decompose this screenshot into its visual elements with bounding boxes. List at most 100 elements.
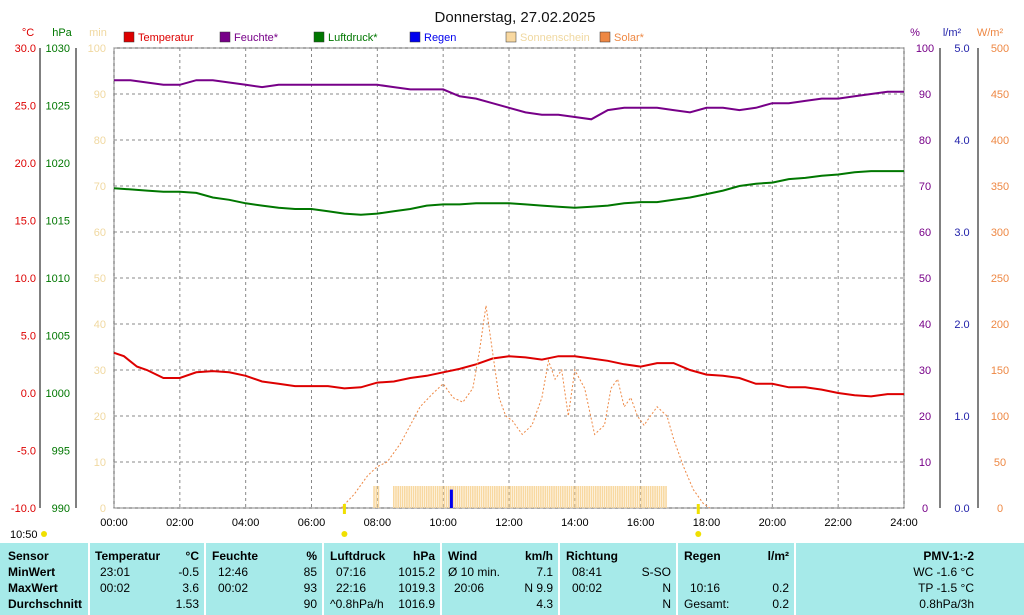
temperature-header: Temperatur [95, 549, 161, 563]
legend-swatch [409, 31, 421, 43]
direction-value-2: N [662, 581, 671, 595]
row-label-max: MaxWert [8, 581, 58, 595]
rain-bar [449, 489, 453, 508]
legend-label: Solar* [614, 32, 645, 44]
pmv-pressure-trend: 0.8hPa/3h [919, 597, 974, 611]
direction-time-2: 00:02 [572, 581, 603, 595]
temperature-unit: °C [22, 27, 34, 39]
x-tick-label: 12:00 [495, 517, 523, 529]
sunshine-tick-label: 10 [94, 457, 106, 469]
humidity-header: Feuchte [212, 549, 259, 563]
pressure-tick-label: 1020 [46, 158, 70, 170]
series-line-temperatur [113, 351, 904, 398]
sunset-dot [695, 531, 702, 537]
sunshine-duration-dot [41, 531, 47, 537]
pressure-header: Luftdruck [330, 549, 386, 563]
temperature-max-time: 00:02 [100, 581, 131, 595]
pressure-trend: ^0.8hPa/h [330, 597, 384, 611]
pressure-avg: 1016.9 [398, 597, 435, 611]
rain-tick-label: 1.0 [954, 411, 969, 423]
pressure-unit: hPa [52, 27, 72, 39]
pressure-tick-label: 1010 [46, 273, 70, 285]
rain-unit: l/m² [767, 549, 789, 563]
wind-avg10-label: Ø 10 min. [448, 565, 501, 579]
legend-label: Feuchte* [234, 32, 279, 44]
x-tick-label: 10:00 [429, 517, 457, 529]
humidity-tick-label: 20 [919, 411, 931, 423]
chart-title: Donnerstag, 27.02.2025 [435, 9, 596, 26]
direction-value-1: S-SO [641, 565, 671, 579]
humidity-tick-label: 60 [919, 227, 931, 239]
stats-wind: Wind km/h Ø 10 min. 7.1 20:06 N 9.9 4.3 [442, 543, 558, 615]
rain-tick-label: 5.0 [954, 43, 969, 55]
x-axis: 00:00 02:00 04:00 06:00 08:00 10:00 12:00 14:00… [100, 517, 918, 529]
x-tick-label: 22:00 [824, 517, 852, 529]
rain-bars [449, 489, 453, 508]
pressure-tick-label: 995 [52, 446, 70, 458]
pressure-tick-label: 1015 [46, 216, 70, 228]
solar-unit: W/m² [977, 27, 1004, 39]
series-line-luftdruck [113, 170, 904, 216]
solar-tick-label: 0 [997, 503, 1003, 515]
rain-header: Regen [684, 549, 721, 563]
sunshine-tick-label: 30 [94, 365, 106, 377]
sunshine-tick-label: 20 [94, 411, 106, 423]
solar-tick-label: 150 [991, 365, 1009, 377]
temperature-tick-label: 5.0 [21, 331, 36, 343]
humidity-avg: 90 [303, 597, 317, 611]
direction-time-1: 08:41 [572, 565, 603, 579]
temperature-tick-label: 20.0 [15, 158, 36, 170]
rain-tick-label: 0.0 [954, 503, 969, 515]
series-lines [113, 79, 904, 509]
humidity-max-time: 00:02 [218, 581, 249, 595]
humidity-tick-label: 70 [919, 181, 931, 193]
sunrise-dot [341, 531, 348, 537]
legend-label: Sonnenschein [520, 32, 590, 44]
temperature-min-time: 23:01 [100, 565, 131, 579]
pmv-header: PMV-1:-2 [923, 549, 974, 563]
x-tick-label: 00:00 [100, 517, 128, 529]
x-tick-label: 04:00 [232, 517, 260, 529]
humidity-tick-label: 100 [916, 43, 934, 55]
temperature-tick-label: 30.0 [15, 43, 36, 55]
temperature-min-value: -0.5 [178, 565, 199, 579]
legend-swatch [123, 31, 135, 43]
series-line-feuchte [114, 79, 904, 121]
solar-tick-label: 200 [991, 319, 1009, 331]
solar-tick-label: 400 [991, 135, 1009, 147]
sunshine-tick-label: 50 [94, 273, 106, 285]
humidity-min-time: 12:46 [218, 565, 249, 579]
temperature-tick-label: 15.0 [15, 216, 36, 228]
sunshine-duration: 10:50 [10, 529, 38, 541]
temperature-tick-label: 25.0 [15, 101, 36, 113]
x-tick-label: 18:00 [693, 517, 721, 529]
humidity-tick-label: 90 [919, 89, 931, 101]
wind-unit: km/h [524, 549, 553, 563]
rain-total-label: Gesamt: [684, 597, 730, 611]
x-tick-label: 20:00 [759, 517, 787, 529]
stats-pressure: Luftdruck hPa 07:16 1015.2 22:16 1019.3 … [324, 543, 440, 615]
temperature-tick-label: 10.0 [15, 273, 36, 285]
stats-temperature: Temperatur °C 23:01 -0.5 00:02 3.6 1.53 [90, 543, 204, 615]
direction-header: Richtung [566, 549, 618, 563]
pressure-max-value: 1019.3 [398, 581, 435, 595]
right-axes: 10090807060504030201005.04.03.02.01.00.0… [916, 43, 1009, 515]
stats-rain: Regen l/m² 10:16 0.2 Gesamt: 0.2 [678, 543, 794, 615]
left-axes: 30.025.020.015.010.05.00.0-5.0-10.010301… [11, 43, 106, 515]
sunshine-tick-label: 80 [94, 135, 106, 147]
x-tick-label: 14:00 [561, 517, 589, 529]
wind-header: Wind [448, 549, 478, 563]
pressure-min-time: 07:16 [336, 565, 367, 579]
legend-swatch [599, 31, 611, 43]
x-tick-label: 06:00 [298, 517, 326, 529]
wind-max-value: N 9.9 [524, 581, 553, 595]
solar-tick-label: 250 [991, 273, 1009, 285]
series-line-solar [340, 305, 711, 509]
x-tick-label: 02:00 [166, 517, 194, 529]
sun-markers: 10:50 [10, 504, 702, 541]
temperature-tick-label: 0.0 [21, 388, 36, 400]
sunshine-bars [373, 486, 667, 508]
rain-tick-label: 4.0 [954, 135, 969, 147]
sunshine-tick-label: 0 [100, 503, 106, 515]
humidity-tick-label: 40 [919, 319, 931, 331]
